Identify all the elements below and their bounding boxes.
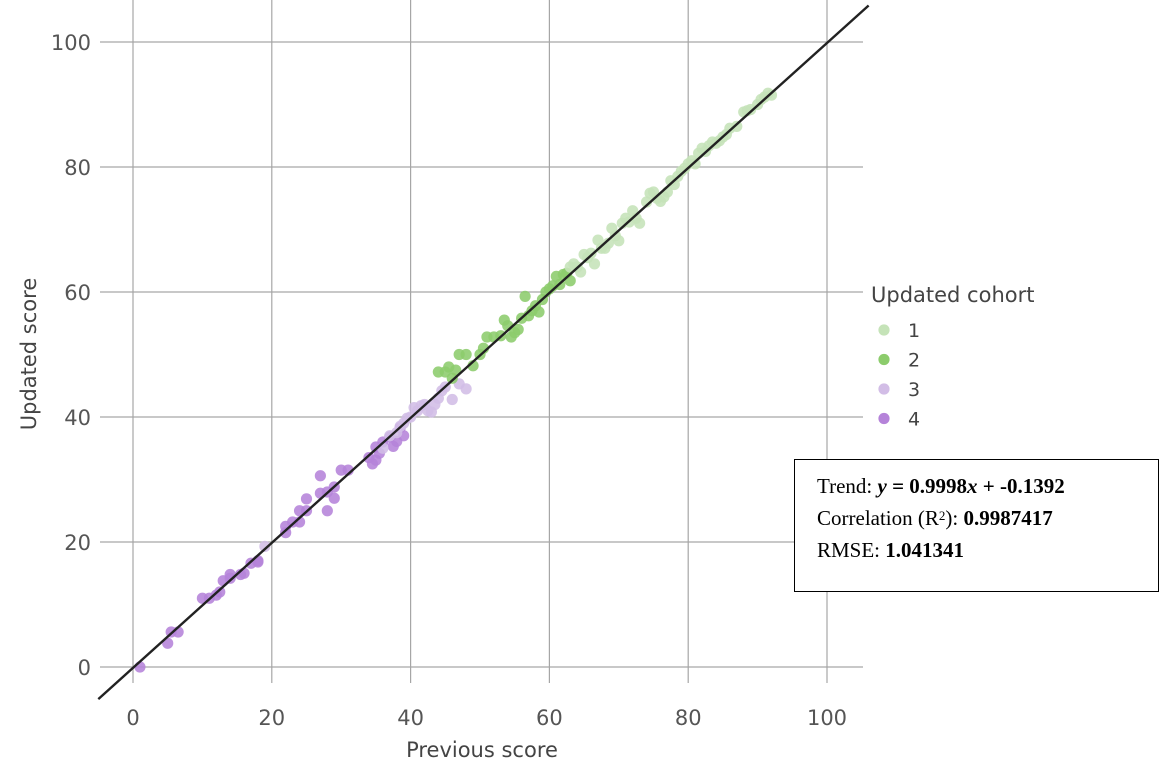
legend-label: 4 xyxy=(908,409,920,431)
data-point xyxy=(512,323,524,336)
data-point xyxy=(450,364,462,376)
correlation-value: Correlation (R2): 0.9987417 xyxy=(817,506,1053,530)
legend-swatch xyxy=(878,353,890,366)
trend-equation: Trend: y = 0.9998x + -0.1392 xyxy=(817,474,1065,498)
x-tick-label: 0 xyxy=(126,706,139,730)
tick-labels: 0 20 40 60 80 100 0 20 40 60 80 100 xyxy=(51,31,847,730)
x-tick-label: 40 xyxy=(397,706,424,730)
legend-swatch xyxy=(878,383,890,395)
x-tick-label: 80 xyxy=(675,706,702,730)
x-tick-label: 100 xyxy=(807,706,847,730)
legend-swatch xyxy=(878,324,890,336)
data-point xyxy=(585,247,597,259)
data-point xyxy=(640,196,653,208)
stats-box: Trend: y = 0.9998x + -0.1392 Correlation… xyxy=(794,459,1159,592)
data-point xyxy=(321,505,333,517)
legend-swatch xyxy=(878,412,890,425)
data-point xyxy=(765,89,778,101)
data-point xyxy=(588,258,601,270)
trend-line xyxy=(97,4,870,701)
data-point xyxy=(300,493,313,505)
data-point xyxy=(519,290,531,302)
grid-lines xyxy=(100,0,863,683)
y-tick-label: 40 xyxy=(64,406,91,430)
data-point xyxy=(460,348,472,361)
data-point xyxy=(460,383,472,395)
data-point xyxy=(314,470,326,482)
x-tick-label: 20 xyxy=(258,706,285,730)
y-tick-label: 100 xyxy=(51,31,91,55)
data-point xyxy=(731,120,743,132)
legend-label: 1 xyxy=(908,320,920,342)
data-point xyxy=(259,540,271,552)
legend-title: Updated cohort xyxy=(871,283,1034,307)
data-point xyxy=(602,237,614,249)
data-point xyxy=(446,393,458,406)
legend-label: 3 xyxy=(908,379,920,401)
data-point xyxy=(214,586,226,598)
y-tick-label: 80 xyxy=(64,156,91,180)
x-axis-title: Previous score xyxy=(406,738,558,762)
x-tick-label: 60 xyxy=(536,706,563,730)
data-point xyxy=(328,492,340,504)
data-point xyxy=(689,158,701,170)
data-point xyxy=(634,217,646,229)
data-point xyxy=(533,306,545,318)
legend-label: 2 xyxy=(908,350,920,372)
y-tick-label: 0 xyxy=(78,656,91,680)
data-point xyxy=(613,235,625,247)
trendline xyxy=(97,4,870,701)
data-point xyxy=(575,266,587,278)
y-axis-title: Updated score xyxy=(17,278,41,431)
y-tick-label: 60 xyxy=(64,281,91,305)
legend: Updated cohort 1 2 3 4 xyxy=(871,283,1034,431)
rmse-value: RMSE: 1.041341 xyxy=(817,538,965,562)
y-tick-label: 20 xyxy=(64,531,91,555)
